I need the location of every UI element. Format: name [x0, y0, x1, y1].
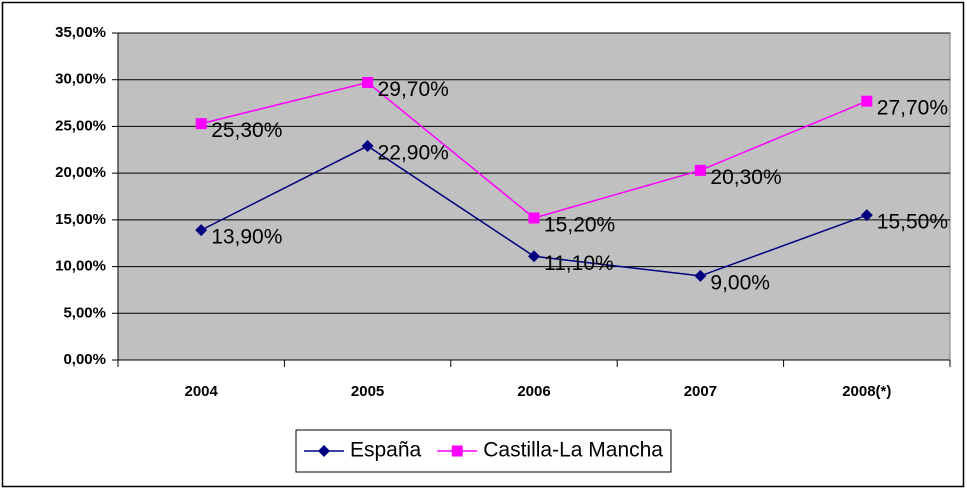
y-tick-label: 15,00% [55, 211, 106, 228]
y-tick-label: 20,00% [55, 164, 106, 181]
plot-area [117, 32, 951, 361]
x-tick-label: 2004 [185, 383, 219, 400]
marker [195, 224, 208, 237]
marker [694, 269, 707, 282]
data-label: 27,70% [877, 97, 948, 120]
data-label: 15,50% [877, 211, 948, 234]
marker [362, 77, 374, 89]
y-tick-label: 35,00% [55, 24, 106, 41]
y-tick-label: 5,00% [63, 304, 106, 321]
data-label: 9,00% [710, 271, 770, 294]
marker [318, 445, 330, 457]
marker [694, 164, 706, 176]
data-label: 20,30% [710, 166, 781, 189]
data-label: 13,90% [211, 226, 282, 249]
marker [195, 118, 207, 130]
data-label: 25,30% [211, 119, 282, 142]
marker [528, 250, 540, 263]
x-tick-label: 2008(*) [842, 383, 891, 400]
data-label: 22,90% [378, 142, 449, 165]
marker [860, 209, 873, 222]
marker [361, 140, 374, 153]
data-label: 29,70% [378, 78, 449, 101]
marker [451, 445, 463, 457]
y-tick-label: 0,00% [63, 351, 106, 368]
x-tick-label: 2006 [517, 383, 550, 400]
marker [528, 212, 540, 224]
x-tick-label: 2007 [684, 383, 717, 400]
y-tick-label: 25,00% [55, 117, 106, 134]
x-tick-label: 2005 [351, 383, 384, 400]
legend-box [295, 429, 672, 473]
y-tick-label: 10,00% [55, 258, 106, 275]
marker [861, 95, 873, 107]
data-label: 11,10% [544, 252, 614, 275]
y-tick-label: 30,00% [55, 71, 106, 88]
legend: España Castilla-La Mancha [295, 429, 672, 473]
legend-label: España [350, 439, 422, 462]
legend-label: Castilla-La Mancha [483, 439, 663, 462]
data-label: 15,20% [544, 214, 615, 237]
